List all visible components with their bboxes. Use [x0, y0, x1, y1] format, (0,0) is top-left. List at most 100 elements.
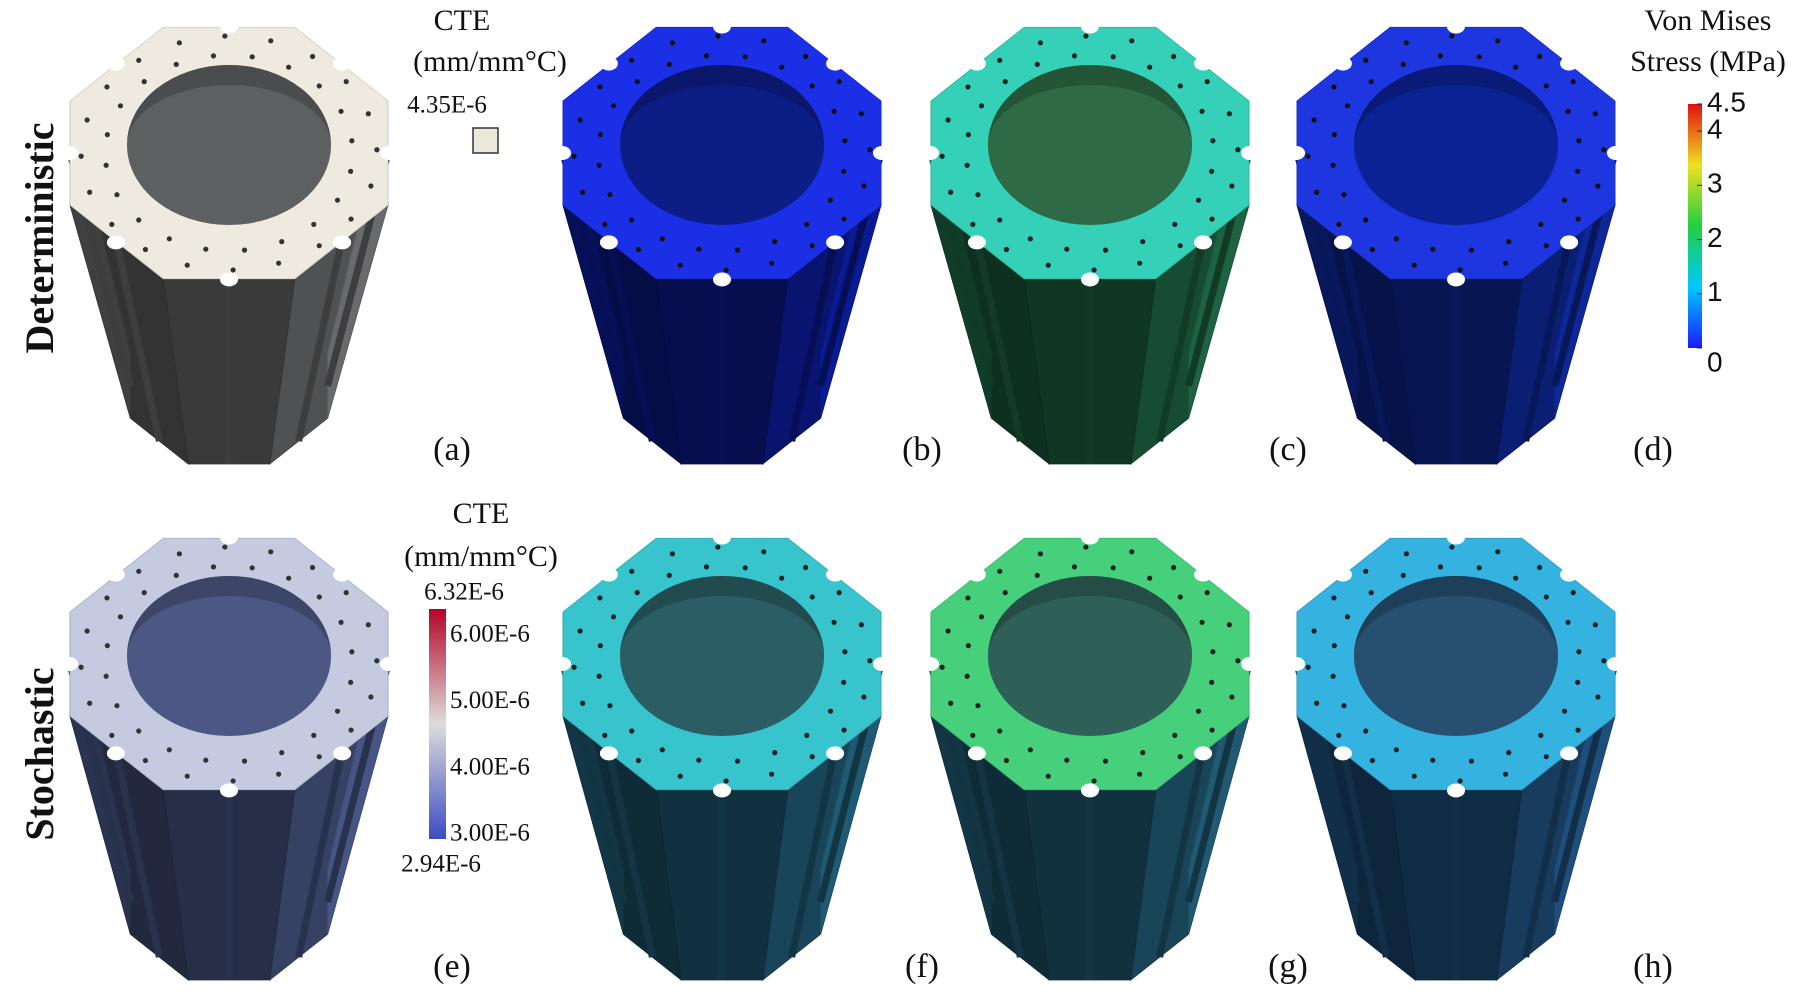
hole-dot	[1341, 192, 1346, 197]
hole-dot	[660, 236, 665, 241]
hole-dot	[105, 132, 110, 137]
notch	[553, 146, 571, 160]
hole-dot	[1199, 109, 1204, 114]
notch	[968, 57, 986, 71]
hole-dot	[966, 132, 971, 137]
hole-dot	[577, 117, 582, 122]
notch	[1081, 531, 1099, 545]
hole-dot	[629, 58, 634, 63]
hole-dot	[828, 709, 833, 714]
hole-dot	[1311, 117, 1316, 122]
colorbar-tick-label: 1	[1707, 276, 1723, 307]
hole-dot	[1227, 622, 1232, 627]
hole-dot	[1035, 573, 1040, 578]
hole-dot	[1140, 239, 1145, 244]
hole-dot	[997, 728, 1002, 733]
notch	[713, 783, 731, 797]
hole-dot	[79, 665, 84, 670]
figure: Deterministic Stochastic CTE (mm/mm°C) 4…	[0, 0, 1819, 994]
hole-dot	[1103, 759, 1108, 764]
legend-title: (mm/mm°C)	[404, 540, 558, 573]
notch	[107, 57, 125, 71]
hole-dot	[1331, 595, 1336, 600]
notch	[1241, 657, 1259, 671]
colorbar-tick-label: 6.00E-6	[450, 621, 530, 648]
hole-dot	[338, 109, 343, 114]
hole-dot	[1363, 217, 1368, 222]
hole-dot	[635, 590, 640, 595]
hole-dot	[1336, 222, 1341, 227]
hole-dot	[1363, 569, 1368, 574]
hole-dot	[279, 239, 284, 244]
hole-dot	[1178, 594, 1183, 599]
hole-dot	[1369, 79, 1374, 84]
hole-dot	[84, 117, 89, 122]
hole-dot	[1003, 590, 1008, 595]
hole-dot	[317, 754, 322, 759]
hole-dot	[310, 54, 315, 59]
notch	[1560, 57, 1578, 71]
hole-dot	[1369, 590, 1374, 595]
hole-dot	[761, 549, 766, 554]
hole-dot	[597, 84, 602, 89]
hole-dot	[724, 267, 729, 272]
legend-swatch	[473, 128, 498, 153]
hole-dot	[841, 680, 846, 685]
hole-dot	[185, 774, 190, 779]
hole-dot	[1506, 239, 1511, 244]
colorbar-tick-label: 3	[1707, 168, 1723, 199]
notch	[333, 568, 351, 582]
hole-dot	[335, 709, 340, 714]
hole-dot	[1178, 754, 1183, 759]
hole-dot	[109, 222, 114, 227]
notch	[873, 657, 891, 671]
notch	[826, 568, 844, 582]
hole-dot	[1178, 243, 1183, 248]
hole-dot	[1544, 243, 1549, 248]
hole-dot	[636, 758, 641, 763]
hole-dot	[696, 247, 701, 252]
hole-dot	[276, 261, 281, 266]
hole-dot	[142, 590, 147, 595]
hole-dot	[804, 222, 809, 227]
hole-dot	[810, 243, 815, 248]
hole-dot	[1394, 236, 1399, 241]
hole-dot	[1401, 573, 1406, 578]
hole-dot	[1140, 750, 1145, 755]
hole-dot	[1513, 65, 1518, 70]
hole-dot	[1404, 40, 1409, 45]
notch	[107, 235, 125, 249]
hole-dot	[1229, 694, 1234, 699]
notch	[1560, 568, 1578, 582]
hole-dot	[349, 649, 354, 654]
notch	[921, 146, 939, 160]
colorbar-tick-label: 4.5	[1707, 86, 1746, 117]
legend-title: (mm/mm°C)	[413, 45, 567, 78]
hole-dot	[1438, 564, 1443, 569]
hole-dot	[970, 733, 975, 738]
hole-dot	[1137, 261, 1142, 266]
hole-dot	[136, 569, 141, 574]
hole-dot	[611, 103, 616, 108]
notch	[921, 657, 939, 671]
hole-dot	[1332, 643, 1337, 648]
hole-dot	[1513, 576, 1518, 581]
hole-dot	[279, 750, 284, 755]
hole-dot	[1209, 169, 1214, 174]
notch	[1334, 235, 1352, 249]
hole-dot	[1562, 709, 1567, 714]
hole-dot	[1503, 261, 1508, 266]
hole-dot	[211, 564, 216, 569]
hole-dot	[1537, 565, 1542, 570]
hole-dot	[678, 774, 683, 779]
hole-dot	[87, 701, 92, 706]
hole-dot	[1003, 79, 1008, 84]
hole-dot	[769, 772, 774, 777]
hole-dot	[965, 163, 970, 168]
hole-dot	[104, 595, 109, 600]
hole-dot	[1565, 620, 1570, 625]
hole-dot	[779, 65, 784, 70]
hole-dot	[348, 727, 353, 732]
hole-dot	[975, 192, 980, 197]
hole-dot	[979, 103, 984, 108]
